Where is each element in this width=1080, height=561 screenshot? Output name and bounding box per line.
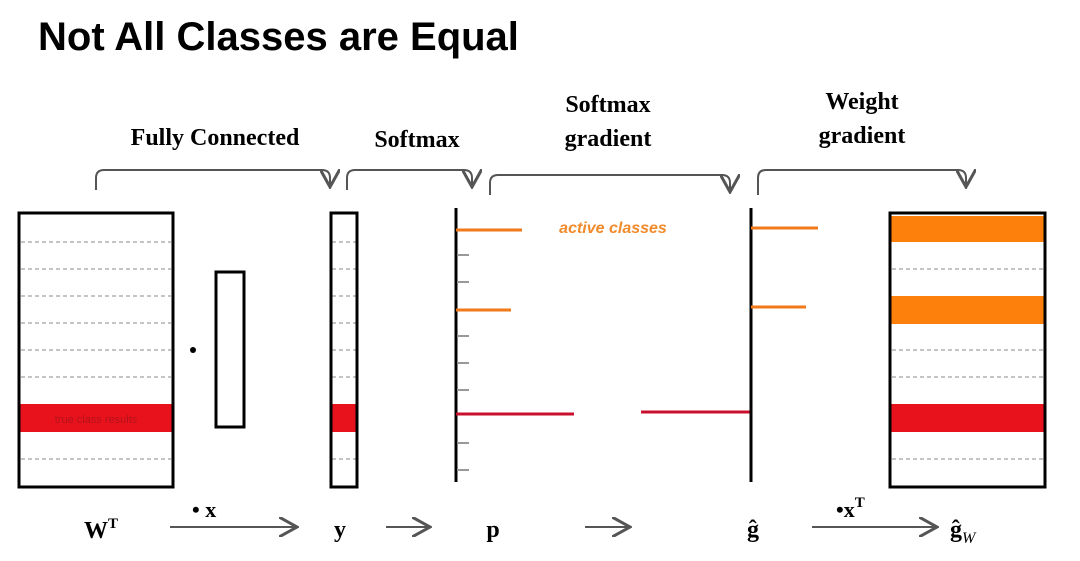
symbol-sup: T xyxy=(108,516,118,532)
symbol-base: W xyxy=(84,518,108,544)
symbol: ĝ xyxy=(747,517,759,543)
symbol: •xT xyxy=(836,495,865,522)
symbol-base: ĝ xyxy=(950,517,962,543)
stage-label: Weight xyxy=(825,89,898,115)
dot xyxy=(190,347,196,353)
symbol: y xyxy=(334,517,346,543)
title: Not All Classes are Equal xyxy=(38,15,519,59)
x-vector xyxy=(214,270,246,429)
annotation: active classes xyxy=(559,220,667,237)
gradient-matrix xyxy=(888,211,1047,489)
p-axis xyxy=(454,208,574,482)
band-label: true class results xyxy=(55,414,138,426)
stage-label: gradient xyxy=(565,126,652,152)
weight-matrix xyxy=(17,211,175,489)
symbol: ĝW xyxy=(950,517,977,547)
brackets xyxy=(95,169,966,195)
y-vector xyxy=(329,211,359,489)
g-axis xyxy=(641,208,818,482)
symbol-base: •x xyxy=(836,497,855,522)
symbol-sub: W xyxy=(962,530,977,547)
stage-label: gradient xyxy=(819,123,906,149)
symbol: p xyxy=(486,517,499,543)
stage-label: Softmax xyxy=(565,92,650,118)
symbol: WT xyxy=(84,516,118,544)
symbol: • x xyxy=(192,497,216,522)
symbols: WT • x y p ĝ •xT ĝW xyxy=(84,495,977,547)
stage-label: Fully Connected xyxy=(131,125,300,151)
stage-label: Softmax xyxy=(374,127,459,153)
symbol-sup: T xyxy=(855,495,865,511)
